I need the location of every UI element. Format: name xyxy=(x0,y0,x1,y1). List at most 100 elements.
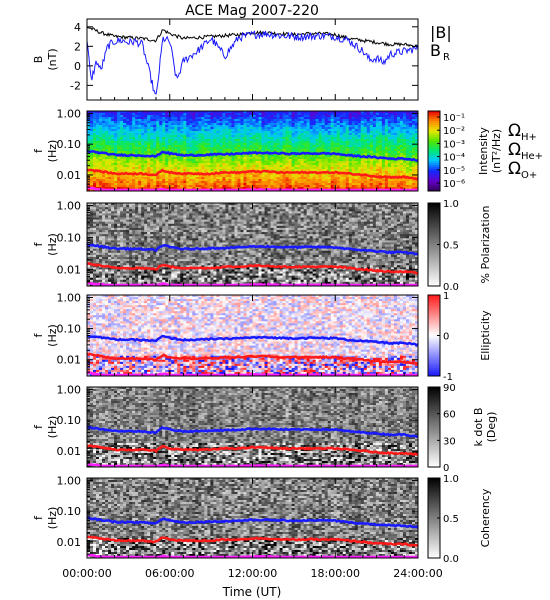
spectrogram-cell xyxy=(237,161,241,164)
spectrogram-cell xyxy=(147,167,151,170)
spectrogram-cell xyxy=(189,117,193,120)
spectrogram-cell xyxy=(165,183,169,186)
series-b-radial-line xyxy=(86,30,419,95)
spectrogram-cell xyxy=(123,167,127,170)
spectrogram-cell xyxy=(267,119,271,122)
spectrogram-cell xyxy=(219,163,223,166)
spectrogram-cell xyxy=(135,177,139,180)
spectrogram-cell xyxy=(138,113,142,116)
spectrogram-cell xyxy=(132,139,136,142)
spectrogram-cell xyxy=(156,151,160,154)
spectrogram-cell xyxy=(219,143,223,146)
spectrogram-cell xyxy=(135,115,139,118)
spectrogram-cell xyxy=(297,141,302,144)
spectrogram-cell xyxy=(252,165,256,168)
spectrogram-cell xyxy=(270,123,274,126)
spectrogram-cell xyxy=(102,159,106,162)
spectrogram-cell xyxy=(174,131,178,134)
legend-b-radial: B xyxy=(430,41,441,60)
spectrogram-cell xyxy=(144,161,148,164)
spectrogram-cell xyxy=(180,137,184,140)
spectrogram-cell xyxy=(108,143,112,146)
spectrogram-cell xyxy=(117,119,121,122)
spectrogram-cell xyxy=(99,173,103,176)
spectrogram-cell xyxy=(297,115,302,118)
spectrogram-cell xyxy=(93,123,97,126)
spectrogram-cell xyxy=(291,173,296,176)
spectrogram-cell xyxy=(156,147,160,150)
spectrogram-cell xyxy=(303,165,308,168)
spectrogram-cell xyxy=(282,121,286,124)
spectrogram-cell xyxy=(180,125,184,128)
spectrogram-cell xyxy=(171,157,175,160)
spectrogram-cell xyxy=(108,183,112,186)
spectrogram-cell xyxy=(303,139,308,142)
spectrogram-cell xyxy=(285,133,290,136)
spectrogram-cell xyxy=(162,175,166,178)
spectrogram-cell xyxy=(219,151,223,154)
spectrogram-cell xyxy=(129,175,133,178)
spectrogram-cell xyxy=(138,159,142,162)
spectrogram-cell xyxy=(270,169,274,172)
spectrogram-cell xyxy=(156,143,160,146)
spectrogram-cell xyxy=(198,179,202,182)
spectrogram-cell xyxy=(117,151,121,154)
spectrogram-cell xyxy=(132,175,136,178)
spectrogram-cell xyxy=(141,135,145,138)
spectrogram-cell xyxy=(300,123,305,126)
spectrogram-cell xyxy=(102,139,106,142)
spectrogram-cell xyxy=(126,179,130,182)
spectrogram-cell xyxy=(114,121,118,124)
spectrogram-cell xyxy=(165,131,169,134)
spectrogram-cell xyxy=(180,157,184,160)
spectrogram-cell xyxy=(171,149,175,152)
spectrogram-cell xyxy=(150,167,154,170)
spectrogram-cell xyxy=(132,181,136,184)
spectrogram-cell xyxy=(255,175,259,178)
spectrogram-cell xyxy=(96,175,100,178)
spectrogram-cell xyxy=(210,147,214,150)
spectrogram-cell xyxy=(156,125,160,128)
spectrogram-cell xyxy=(141,153,145,156)
spectrogram-cell xyxy=(144,115,148,118)
spectrogram-cell xyxy=(99,141,103,144)
spectrogram-cell xyxy=(123,187,127,190)
spectrogram-cell xyxy=(243,125,247,128)
spectrogram-cell xyxy=(117,139,121,142)
spectrogram-cell xyxy=(252,141,256,144)
spectrogram-cell xyxy=(138,133,142,136)
spectrogram-cell xyxy=(237,125,241,128)
spectrogram-cell xyxy=(240,177,244,180)
spectrogram-cell xyxy=(198,127,202,130)
spectrogram-cell xyxy=(90,167,94,170)
spectrogram-cell xyxy=(177,169,181,172)
spectrogram-cell xyxy=(171,139,175,142)
spectrogram-cell xyxy=(207,169,211,172)
spectrogram-cell xyxy=(102,179,106,182)
spectrogram-cell xyxy=(267,163,271,166)
spectrogram-cell xyxy=(177,119,181,122)
spectrogram-cell xyxy=(240,169,244,172)
spectrogram-cell xyxy=(123,159,127,162)
spectrogram-cell xyxy=(108,155,112,158)
spectrogram-cell xyxy=(294,143,299,146)
spectrogram-cell xyxy=(288,117,293,120)
spectrogram-cell xyxy=(282,157,286,160)
spectrogram-cell xyxy=(270,175,274,178)
spectrogram-cell xyxy=(264,139,268,142)
spectrogram-cell xyxy=(108,133,112,136)
spectrogram-cell xyxy=(135,111,139,114)
spectrogram-cell xyxy=(141,171,145,174)
spectrogram-cell xyxy=(102,111,106,114)
spectrogram-cell xyxy=(111,183,115,186)
spectrogram-cell xyxy=(159,141,163,144)
spectrogram-cell xyxy=(171,181,175,184)
spectrogram-cell xyxy=(123,157,127,160)
spectrogram-cell xyxy=(138,111,142,114)
spectrogram-cell xyxy=(231,145,235,148)
spectrogram-cell xyxy=(219,123,223,126)
spectrogram-cell xyxy=(252,173,256,176)
spectrogram-cell xyxy=(105,127,109,130)
spectrogram-cell xyxy=(135,125,139,128)
spectrogram-cell xyxy=(102,125,106,128)
